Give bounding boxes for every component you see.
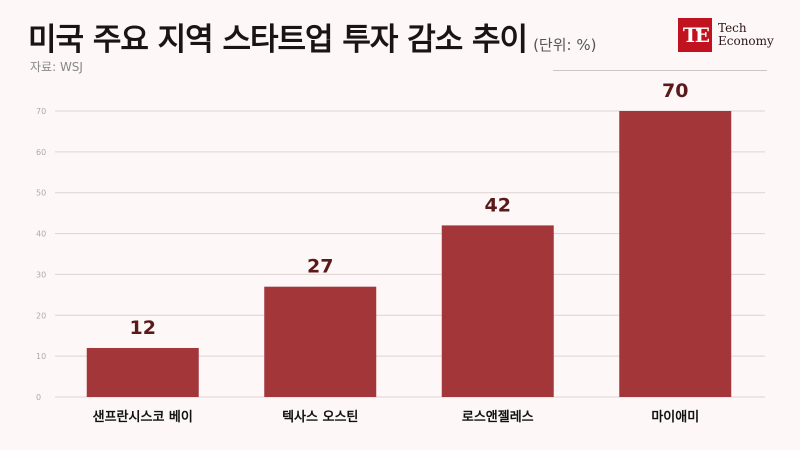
logo-line-1: Tech xyxy=(718,21,747,35)
data-label: 42 xyxy=(485,194,511,216)
category-label: 로스앤젤레스 xyxy=(462,409,534,425)
category-label: 텍사스 오스틴 xyxy=(282,409,358,425)
y-tick-label: 30 xyxy=(36,270,46,279)
bar xyxy=(619,111,732,397)
data-label: 12 xyxy=(130,317,156,339)
bar xyxy=(86,347,199,397)
data-label: 70 xyxy=(662,80,688,102)
logo-text: Tech Economy xyxy=(718,22,774,48)
y-tick-label: 70 xyxy=(36,107,46,116)
chart-title: 미국 주요 지역 스타트업 투자 감소 추이 xyxy=(28,22,528,58)
y-tick-label: 50 xyxy=(36,189,46,198)
tech-economy-logo: TE Tech Economy xyxy=(678,18,774,52)
y-tick-label: 20 xyxy=(36,311,46,320)
title-row: 미국 주요 지역 스타트업 투자 감소 추이 (단위: %) xyxy=(28,14,596,59)
unit-label: (단위: %) xyxy=(533,36,597,54)
category-label: 샌프란시스코 베이 xyxy=(93,409,193,425)
logo-line-2: Economy xyxy=(718,34,774,48)
bar xyxy=(264,286,377,397)
data-label: 27 xyxy=(307,256,333,278)
bar xyxy=(441,225,554,397)
y-tick-label: 10 xyxy=(36,352,46,361)
category-label: 마이애미 xyxy=(651,409,699,425)
y-tick-label: 60 xyxy=(36,148,46,157)
header-rule xyxy=(553,70,767,71)
y-tick-label: 0 xyxy=(36,393,41,402)
logo-mark: TE xyxy=(678,18,712,52)
source-note: 자료: WSJ xyxy=(30,60,83,74)
y-tick-label: 40 xyxy=(36,230,46,239)
